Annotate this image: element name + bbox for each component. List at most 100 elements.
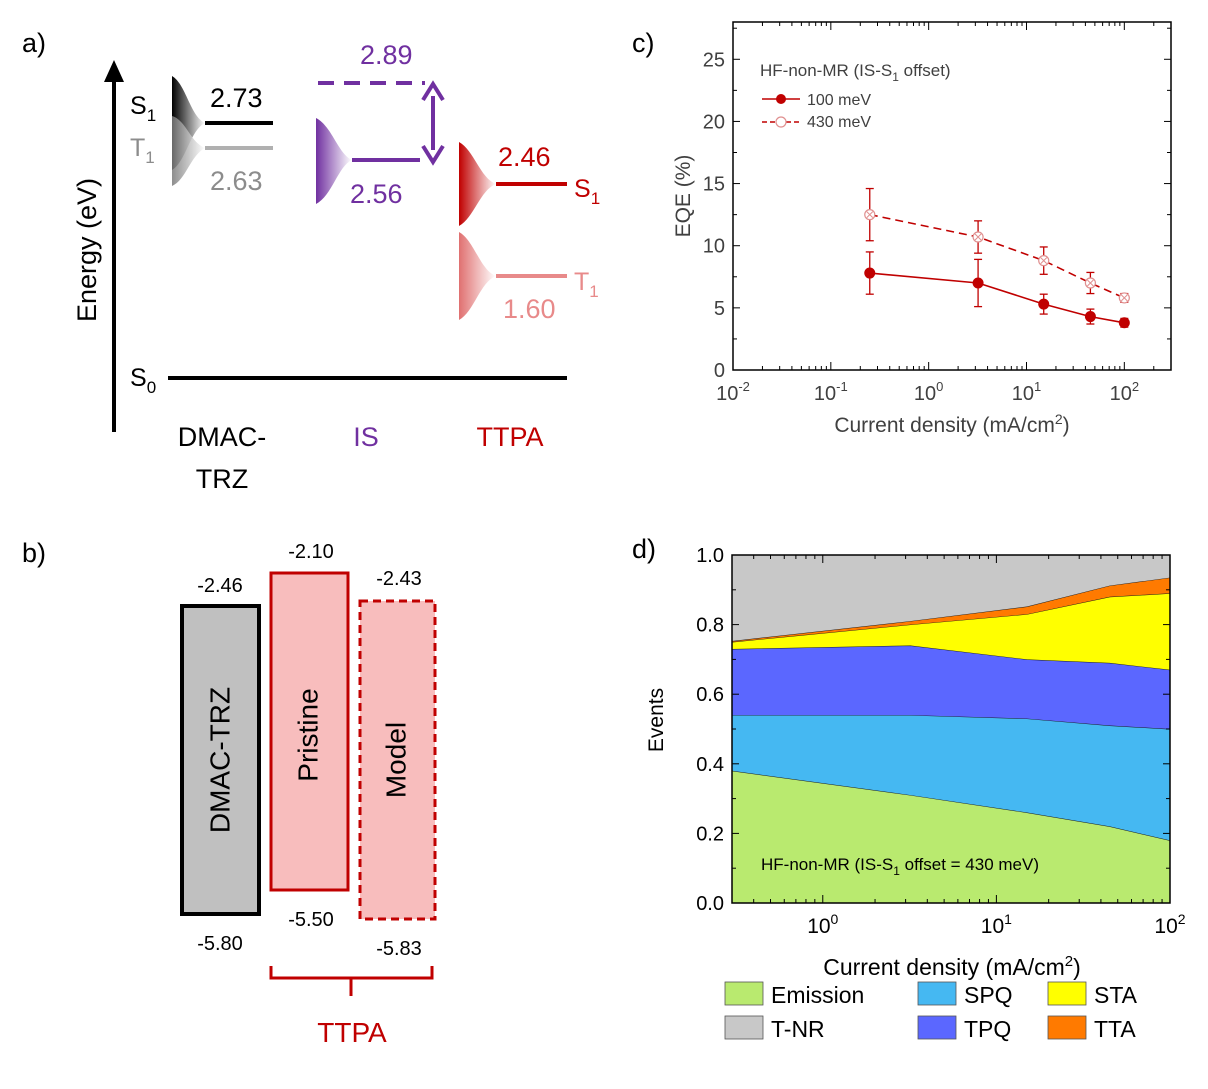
is-name: IS bbox=[353, 422, 379, 452]
dmac-trz-bar-label: DMAC-TRZ bbox=[204, 687, 235, 833]
dmac-s1-value: 2.73 bbox=[210, 83, 263, 113]
dmac-t1-value: 2.63 bbox=[210, 166, 263, 196]
eqe-legend-marker-430 bbox=[775, 116, 787, 128]
pristine-bar-label: Pristine bbox=[292, 688, 323, 781]
panel-label-a: a) bbox=[22, 28, 46, 58]
events-legend-label-emission: Emission bbox=[771, 982, 864, 1008]
eqe-x-tick-label: 101 bbox=[1012, 379, 1041, 405]
events-area-tpq bbox=[732, 645, 1170, 729]
eqe-y-tick-label: 15 bbox=[703, 174, 725, 196]
eqe-legend-entry-430: 430 meV bbox=[762, 114, 871, 131]
dmac-name-line1: DMAC- bbox=[178, 422, 267, 452]
panel-b-orbital-diagram: DMAC-TRZ -2.46 -5.80 Pristine -2.10 -5.5… bbox=[180, 541, 437, 1048]
eqe-point-100 bbox=[1084, 311, 1096, 323]
events-y-axis-label: Events bbox=[645, 688, 668, 752]
eqe-series bbox=[864, 187, 1130, 329]
events-y-tick-label: 0.6 bbox=[696, 684, 724, 706]
events-legend-swatch-emission bbox=[724, 981, 764, 1006]
eqe-legend-title: HF-non-MR (IS-S1 offset) bbox=[760, 61, 951, 84]
eqe-legend-label-100: 100 meV bbox=[807, 92, 871, 109]
eqe-x-tick-label: 102 bbox=[1110, 379, 1139, 405]
eqe-point-430-cross bbox=[1120, 294, 1128, 302]
ttpa-s1-distribution bbox=[459, 142, 496, 226]
eqe-point-100 bbox=[864, 267, 876, 279]
energy-axis-label: Energy (eV) bbox=[72, 178, 102, 322]
events-legend-swatch-tta bbox=[1047, 1015, 1087, 1040]
events-legend-swatch-spq bbox=[917, 981, 957, 1006]
events-legend-swatch-tpq bbox=[917, 1015, 957, 1040]
events-legend: Emission SPQ STA T-NR TPQ TTA bbox=[724, 981, 1138, 1042]
events-legend-label-sta: STA bbox=[1094, 982, 1138, 1008]
is-s1-distribution bbox=[316, 118, 352, 204]
panel-label-b: b) bbox=[22, 538, 46, 568]
is-s1-value: 2.56 bbox=[350, 179, 403, 209]
ttpa-s1-symbol: S1 bbox=[574, 175, 600, 208]
events-legend-swatch-sta bbox=[1047, 981, 1087, 1006]
events-area-emission bbox=[732, 770, 1170, 903]
pristine-lumo-value: -2.10 bbox=[288, 541, 334, 563]
model-homo-value: -5.83 bbox=[376, 938, 422, 960]
events-legend-entry-t-nr: T-NR bbox=[724, 1015, 825, 1042]
eqe-legend-label-430: 430 meV bbox=[807, 114, 871, 131]
eqe-y-tick-label: 10 bbox=[703, 236, 725, 258]
panel-label-c: c) bbox=[632, 28, 655, 58]
events-stacked-areas bbox=[732, 555, 1170, 903]
events-legend-swatch-t-nr bbox=[724, 1015, 764, 1040]
model-bar bbox=[358, 599, 437, 921]
eqe-point-100 bbox=[1118, 317, 1130, 329]
eqe-axis-ticks: 0 5 10 15 20 25 10-2 10-1 100 101 102 bbox=[703, 22, 1172, 405]
pristine-homo-value: -5.50 bbox=[288, 909, 334, 931]
events-legend-entry-tpq: TPQ bbox=[917, 1015, 1011, 1042]
ttpa-t1-symbol: T1 bbox=[574, 268, 599, 301]
events-annotation: HF-non-MR (IS-S1 offset = 430 meV) bbox=[761, 855, 1039, 878]
events-legend-label-tta: TTA bbox=[1094, 1016, 1136, 1042]
eqe-point-430-cross bbox=[1040, 257, 1048, 264]
dmac-s1-symbol: S1 bbox=[130, 92, 156, 125]
ttpa-s1-value: 2.46 bbox=[498, 142, 551, 172]
eqe-x-tick-label: 10-2 bbox=[716, 379, 750, 405]
events-y-tick-label: 1.0 bbox=[696, 545, 724, 567]
eqe-legend-marker-100 bbox=[776, 94, 786, 104]
events-x-tick-label: 102 bbox=[1154, 911, 1185, 938]
energy-axis-arrowhead bbox=[104, 60, 124, 82]
ttpa-t1-value: 1.60 bbox=[503, 294, 556, 324]
dmac-t1-symbol: T1 bbox=[130, 134, 155, 167]
dmac-trz-bar bbox=[180, 604, 261, 916]
model-bar-label: Model bbox=[380, 722, 411, 798]
events-y-tick-label: 0.2 bbox=[696, 823, 724, 845]
panel-d-events-chart: 0.0 0.2 0.4 0.6 0.8 1.0 100 101 102 Events Curre… bbox=[645, 545, 1186, 1042]
events-legend-entry-tta: TTA bbox=[1047, 1015, 1136, 1042]
events-legend-label-tpq: TPQ bbox=[964, 1016, 1011, 1042]
eqe-x-tick-label: 10-1 bbox=[814, 379, 848, 405]
is-offset-arrowhead-up bbox=[421, 80, 445, 102]
ttpa-bracket bbox=[269, 966, 434, 996]
eqe-y-tick-label: 0 bbox=[714, 360, 725, 382]
events-x-tick-label: 100 bbox=[807, 911, 838, 938]
events-area-t-nr bbox=[732, 555, 1170, 641]
eqe-plot-frame bbox=[732, 21, 1172, 371]
dmac-t1-distribution bbox=[172, 116, 205, 186]
ttpa-name: TTPA bbox=[477, 422, 544, 452]
eqe-point-100 bbox=[972, 277, 984, 289]
events-legend-entry-sta: STA bbox=[1047, 981, 1138, 1008]
events-legend-label-spq: SPQ bbox=[964, 982, 1013, 1008]
events-area-spq bbox=[732, 715, 1170, 841]
panel-label-d: d) bbox=[632, 534, 656, 564]
events-axis-ticks: 0.0 0.2 0.4 0.6 0.8 1.0 100 101 102 bbox=[696, 545, 1186, 938]
events-x-tick-label: 101 bbox=[981, 911, 1012, 938]
events-legend-entry-emission: Emission bbox=[724, 981, 864, 1008]
eqe-point-430-cross bbox=[974, 233, 982, 241]
eqe-x-tick-label: 100 bbox=[914, 379, 943, 405]
eqe-y-tick-label: 5 bbox=[714, 298, 725, 320]
events-y-tick-label: 0.8 bbox=[696, 615, 724, 637]
is-s1-dashed-value: 2.89 bbox=[360, 40, 413, 70]
eqe-y-tick-label: 25 bbox=[703, 49, 725, 71]
events-legend-label-t-nr: T-NR bbox=[771, 1016, 825, 1042]
events-legend-entry-spq: SPQ bbox=[917, 981, 1013, 1008]
is-offset-arrowhead-down bbox=[421, 144, 445, 166]
s0-symbol: S0 bbox=[130, 364, 156, 397]
ttpa-t1-distribution bbox=[459, 232, 496, 320]
events-x-axis-label: Current density (mA/cm2) bbox=[823, 953, 1081, 980]
eqe-legend-entry-100: 100 meV bbox=[762, 92, 871, 109]
